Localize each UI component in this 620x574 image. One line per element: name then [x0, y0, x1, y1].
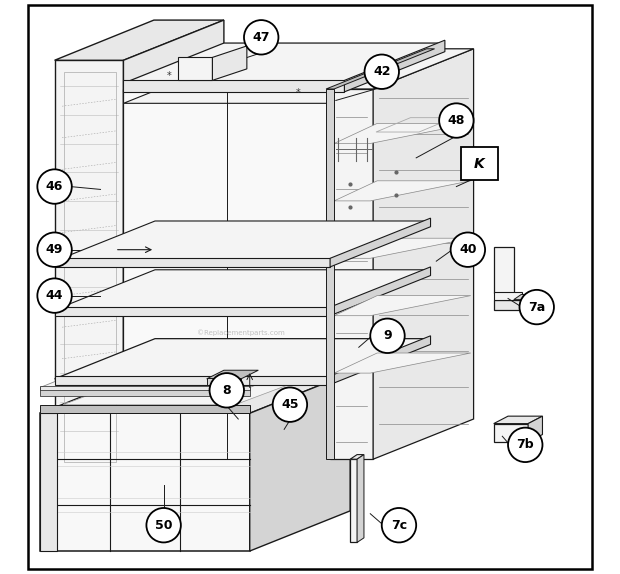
- Polygon shape: [494, 416, 542, 424]
- Circle shape: [37, 278, 72, 313]
- Text: 46: 46: [46, 180, 63, 193]
- Text: 48: 48: [448, 114, 465, 127]
- Text: *: *: [167, 71, 172, 81]
- Polygon shape: [55, 376, 330, 385]
- Circle shape: [520, 290, 554, 324]
- Circle shape: [37, 232, 72, 267]
- Polygon shape: [494, 424, 528, 442]
- Polygon shape: [350, 459, 357, 542]
- Polygon shape: [528, 416, 542, 442]
- Polygon shape: [206, 370, 259, 379]
- Polygon shape: [40, 373, 350, 413]
- Polygon shape: [55, 20, 224, 60]
- Polygon shape: [40, 387, 250, 396]
- Text: 7b: 7b: [516, 439, 534, 451]
- Circle shape: [37, 169, 72, 204]
- Polygon shape: [55, 60, 123, 474]
- Polygon shape: [178, 57, 213, 80]
- Text: 47: 47: [252, 31, 270, 44]
- Polygon shape: [55, 258, 330, 267]
- Polygon shape: [123, 20, 224, 474]
- Polygon shape: [330, 49, 474, 89]
- FancyBboxPatch shape: [461, 147, 498, 180]
- Polygon shape: [334, 123, 471, 144]
- Polygon shape: [330, 218, 430, 267]
- Polygon shape: [326, 49, 435, 89]
- Text: 7a: 7a: [528, 301, 546, 313]
- Text: 50: 50: [155, 519, 172, 532]
- Polygon shape: [514, 294, 530, 300]
- Polygon shape: [250, 373, 350, 551]
- Polygon shape: [123, 89, 330, 459]
- Polygon shape: [55, 270, 430, 310]
- Polygon shape: [40, 386, 250, 390]
- Polygon shape: [330, 89, 373, 459]
- Text: 9: 9: [383, 329, 392, 342]
- Polygon shape: [55, 221, 430, 261]
- Circle shape: [370, 319, 405, 353]
- Polygon shape: [123, 80, 345, 92]
- Polygon shape: [330, 336, 430, 385]
- Circle shape: [439, 103, 474, 138]
- Polygon shape: [494, 300, 523, 310]
- Polygon shape: [373, 49, 474, 459]
- Text: K: K: [474, 157, 485, 170]
- Polygon shape: [40, 413, 250, 551]
- Text: 44: 44: [46, 289, 63, 302]
- Polygon shape: [334, 353, 471, 373]
- Text: *: *: [296, 88, 301, 98]
- Polygon shape: [334, 181, 471, 201]
- Polygon shape: [494, 292, 523, 300]
- Text: 7c: 7c: [391, 519, 407, 532]
- Polygon shape: [334, 238, 471, 258]
- Circle shape: [382, 508, 416, 542]
- Polygon shape: [63, 370, 327, 405]
- Text: 45: 45: [281, 398, 299, 411]
- Polygon shape: [123, 63, 445, 103]
- Text: 8: 8: [223, 384, 231, 397]
- Polygon shape: [206, 378, 241, 385]
- Circle shape: [210, 373, 244, 408]
- Polygon shape: [40, 413, 58, 551]
- Circle shape: [146, 508, 181, 542]
- Circle shape: [244, 20, 278, 55]
- Text: ©Replacementparts.com: ©Replacementparts.com: [197, 329, 285, 336]
- Circle shape: [451, 232, 485, 267]
- Polygon shape: [345, 40, 445, 92]
- Text: 42: 42: [373, 65, 391, 78]
- Polygon shape: [334, 296, 471, 316]
- Polygon shape: [357, 455, 364, 542]
- Text: 49: 49: [46, 243, 63, 256]
- Polygon shape: [213, 46, 247, 80]
- Polygon shape: [55, 307, 330, 316]
- Polygon shape: [40, 347, 350, 387]
- Polygon shape: [40, 405, 250, 413]
- Text: 40: 40: [459, 243, 477, 256]
- Polygon shape: [123, 43, 445, 83]
- Polygon shape: [494, 247, 514, 293]
- Circle shape: [508, 428, 542, 462]
- Polygon shape: [326, 89, 334, 459]
- Circle shape: [365, 55, 399, 89]
- Circle shape: [273, 387, 307, 422]
- Polygon shape: [330, 267, 430, 316]
- Polygon shape: [350, 455, 364, 459]
- Polygon shape: [55, 339, 430, 379]
